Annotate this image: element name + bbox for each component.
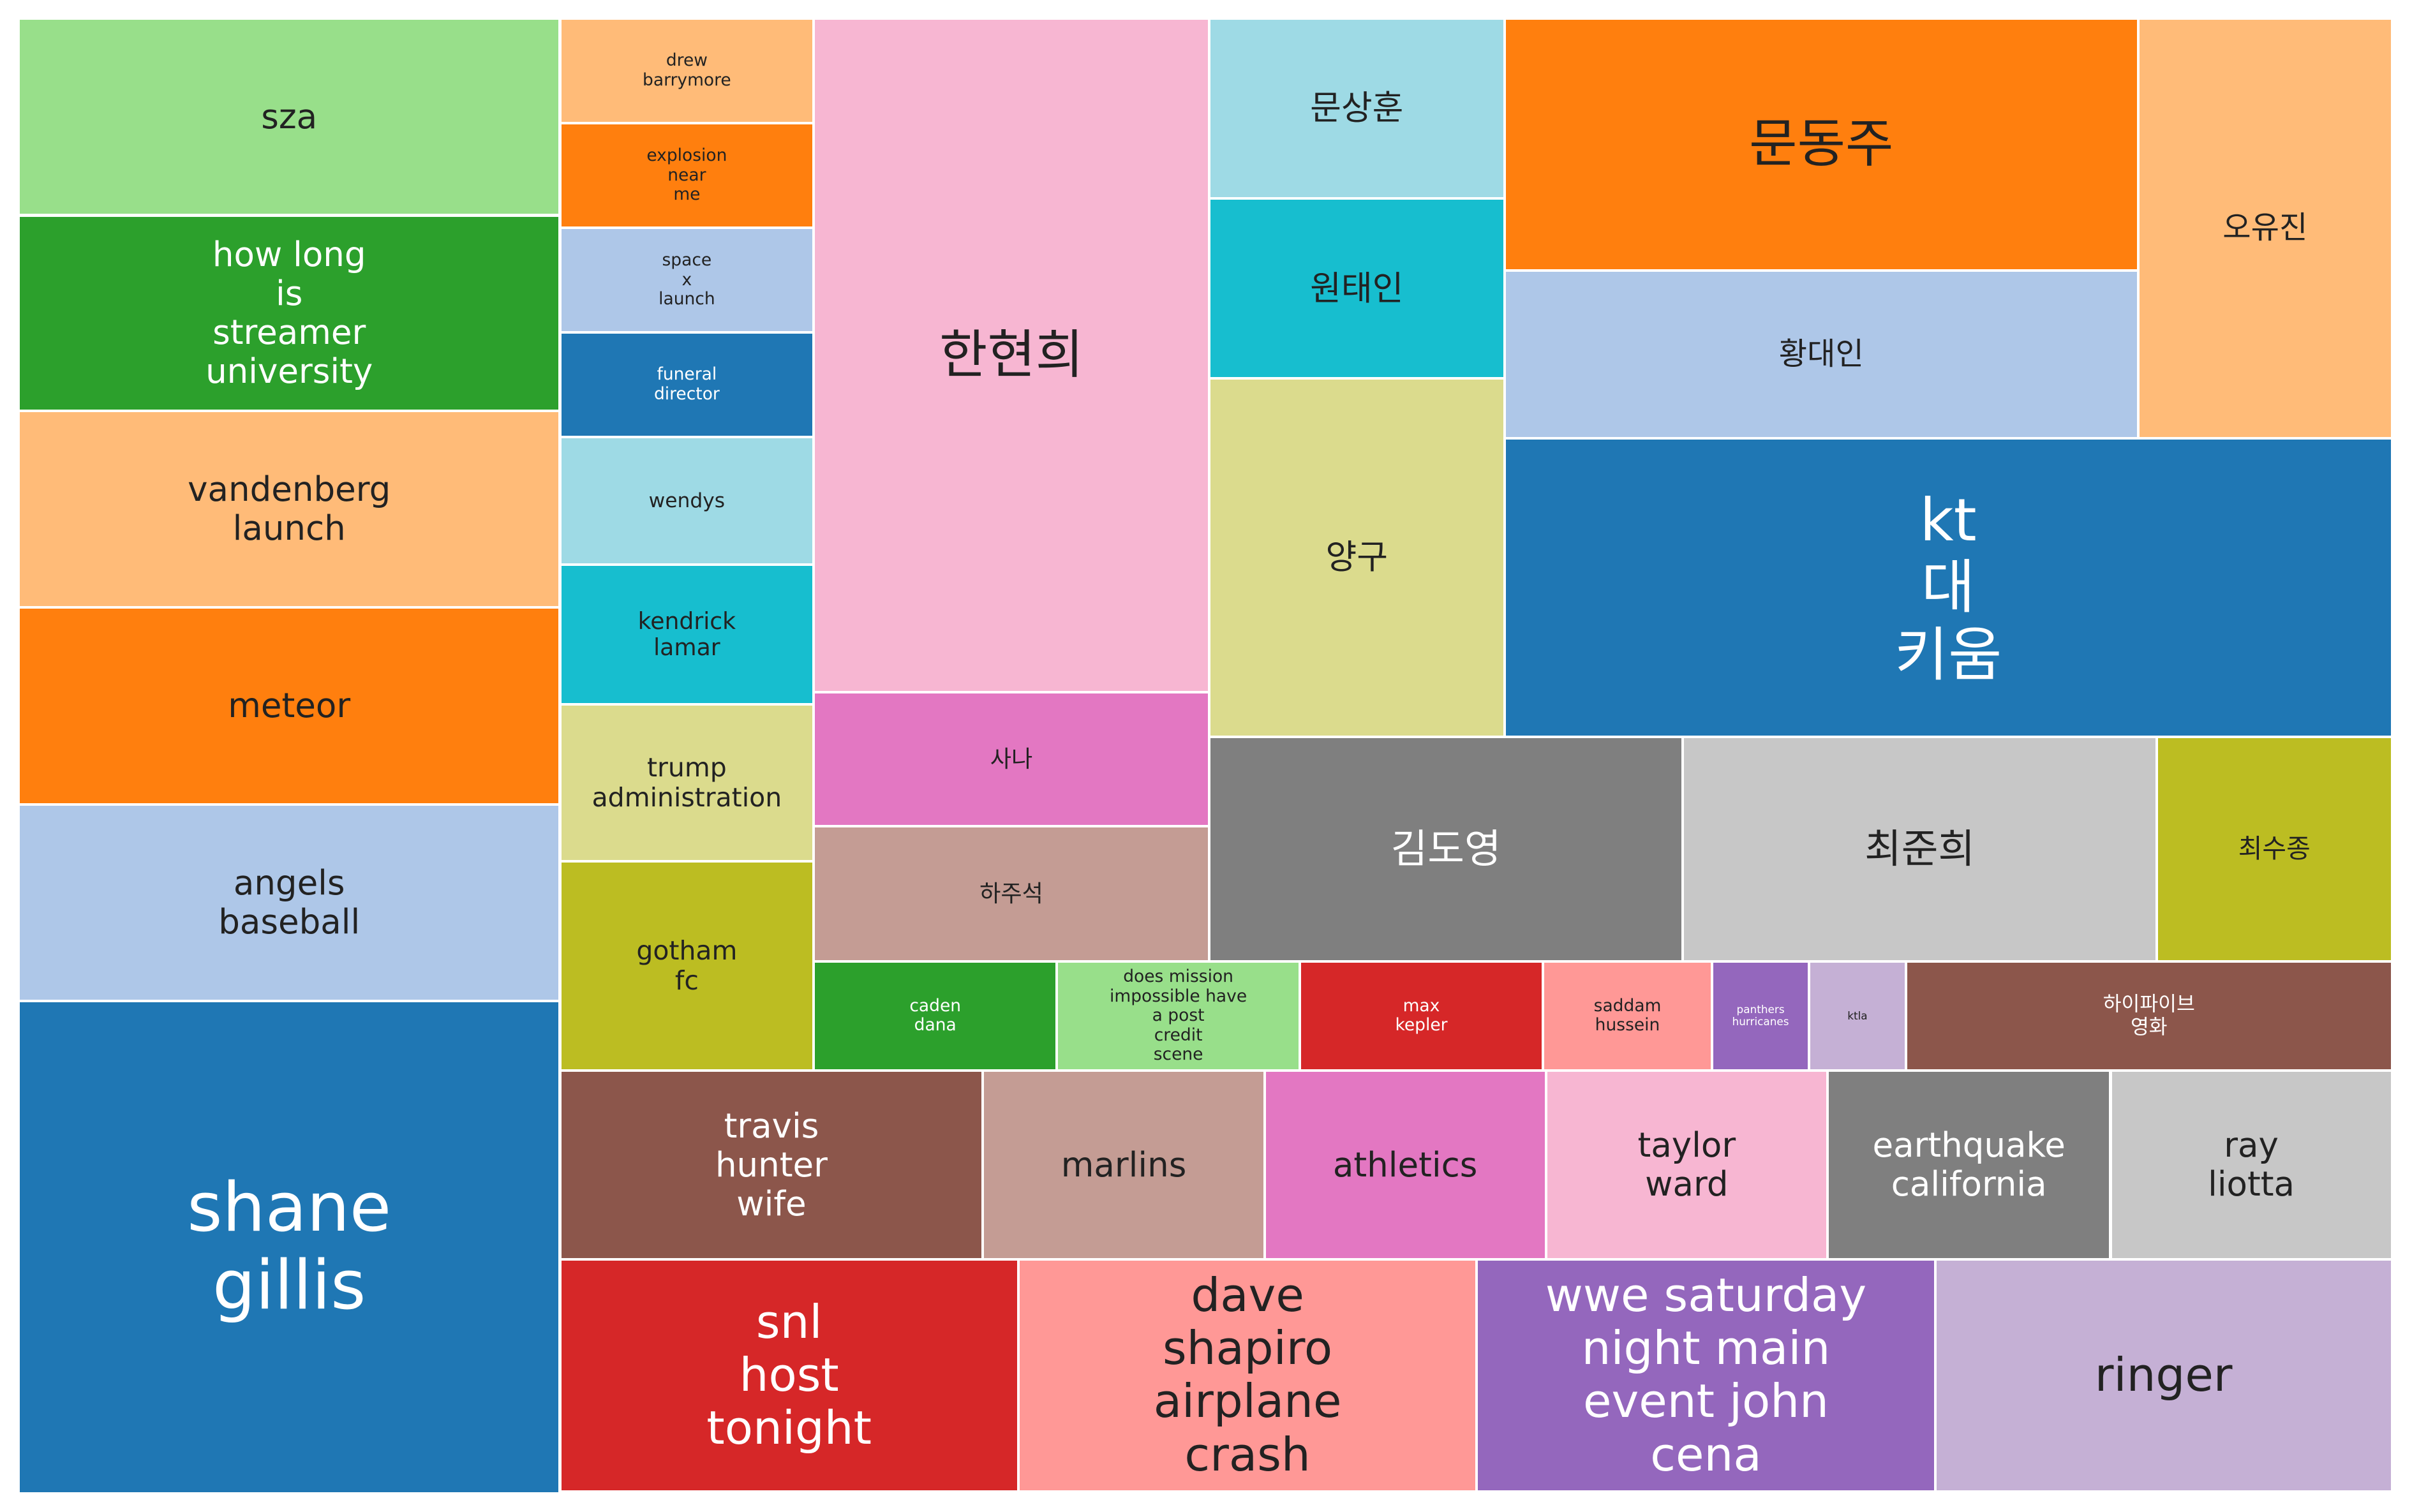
tile-label: 한현희 bbox=[939, 324, 1084, 385]
tile-label: 황대인 bbox=[1778, 336, 1864, 372]
treemap-tile: does mission impossible have a post cred… bbox=[1057, 961, 1300, 1071]
tile-label: caden dana bbox=[909, 995, 962, 1035]
tile-label: taylor ward bbox=[1637, 1125, 1736, 1204]
treemap-tile: 문동주 bbox=[1504, 18, 2138, 271]
tile-label: angels baseball bbox=[218, 863, 361, 942]
treemap-tile: dave shapiro airplane crash bbox=[1018, 1259, 1477, 1492]
treemap-tile: 김도영 bbox=[1209, 736, 1683, 961]
tile-label: 사나 bbox=[990, 745, 1033, 773]
treemap-tile: meteor bbox=[18, 607, 560, 804]
tile-label: ktla bbox=[1847, 1009, 1868, 1022]
treemap-tile: earthquake california bbox=[1827, 1070, 2111, 1260]
treemap-tile: taylor ward bbox=[1545, 1070, 1828, 1260]
treemap-tile: snl host tonight bbox=[560, 1259, 1018, 1492]
treemap-tile: ringer bbox=[1935, 1259, 2392, 1492]
tile-label: funeral director bbox=[653, 364, 720, 404]
tile-label: shane gillis bbox=[187, 1169, 392, 1326]
treemap-tile: athletics bbox=[1264, 1070, 1546, 1260]
treemap-tile: trump administration bbox=[560, 704, 814, 861]
treemap-tile: gotham fc bbox=[560, 861, 814, 1071]
treemap-tile: shane gillis bbox=[18, 1001, 560, 1493]
tile-label: travis hunter wife bbox=[715, 1106, 828, 1224]
tile-label: meteor bbox=[228, 686, 351, 725]
tile-label: ray liotta bbox=[2208, 1125, 2295, 1204]
tile-label: 하이파이브 영화 bbox=[2103, 993, 2195, 1039]
treemap-tile: marlins bbox=[983, 1070, 1265, 1260]
tile-label: earthquake california bbox=[1872, 1125, 2066, 1204]
tile-label: snl host tonight bbox=[706, 1295, 872, 1455]
treemap-tile: kt 대 키움 bbox=[1504, 438, 2392, 737]
treemap-tile: vandenberg launch bbox=[18, 410, 560, 608]
treemap-tile: 양구 bbox=[1209, 378, 1505, 737]
treemap-tile: saddam hussein bbox=[1542, 961, 1713, 1071]
tile-label: 최수종 bbox=[2238, 833, 2311, 864]
treemap-tile: sza bbox=[18, 18, 560, 216]
tile-label: kendrick lamar bbox=[637, 607, 736, 662]
tile-label: 김도영 bbox=[1390, 825, 1501, 872]
tile-label: wwe saturday night main event john cena bbox=[1545, 1269, 1867, 1482]
tile-label: athletics bbox=[1332, 1145, 1478, 1185]
tile-label: how long is streamer university bbox=[205, 234, 373, 391]
treemap-tile: max kepler bbox=[1300, 961, 1543, 1071]
treemap-tile: explosion near me bbox=[560, 122, 814, 228]
treemap-tile: 최준희 bbox=[1683, 736, 2157, 961]
treemap-tile: 하주석 bbox=[814, 826, 1209, 961]
treemap-tile: ktla bbox=[1809, 961, 1906, 1071]
tile-label: 하주석 bbox=[979, 879, 1043, 907]
treemap-tile: 최수종 bbox=[2156, 736, 2392, 961]
treemap-tile: space x launch bbox=[560, 227, 814, 332]
tile-label: sza bbox=[261, 96, 318, 137]
treemap-tile: panthers hurricanes bbox=[1712, 961, 1809, 1071]
tile-label: gotham fc bbox=[636, 935, 738, 996]
tile-label: wendys bbox=[648, 489, 726, 512]
tile-label: 문상훈 bbox=[1310, 88, 1404, 128]
tile-label: 양구 bbox=[1325, 537, 1388, 577]
tile-label: 원태인 bbox=[1310, 268, 1404, 308]
treemap-tile: travis hunter wife bbox=[560, 1070, 983, 1260]
tile-label: kt 대 키움 bbox=[1894, 485, 2002, 689]
tile-label: vandenberg launch bbox=[188, 469, 391, 548]
tile-label: saddam hussein bbox=[1593, 995, 1662, 1035]
treemap-tile: funeral director bbox=[560, 332, 814, 437]
tile-label: ringer bbox=[2094, 1348, 2233, 1402]
treemap-tile: kendrick lamar bbox=[560, 564, 814, 705]
tile-label: 최준희 bbox=[1865, 825, 1976, 872]
treemap-tile: 하이파이브 영화 bbox=[1905, 961, 2392, 1071]
tile-label: 오유진 bbox=[2222, 210, 2308, 246]
tile-label: marlins bbox=[1061, 1145, 1187, 1185]
tile-label: space x launch bbox=[659, 250, 715, 309]
treemap-tile: 원태인 bbox=[1209, 198, 1505, 379]
tile-label: does mission impossible have a post cred… bbox=[1110, 967, 1247, 1064]
treemap-tile: 황대인 bbox=[1504, 271, 2138, 439]
treemap-tile: ray liotta bbox=[2110, 1070, 2392, 1260]
treemap-tile: drew barrymore bbox=[560, 18, 814, 123]
tile-label: explosion near me bbox=[646, 145, 727, 205]
tile-label: drew barrymore bbox=[643, 50, 731, 90]
treemap-tile: 한현희 bbox=[814, 18, 1209, 692]
treemap-tile: caden dana bbox=[814, 961, 1057, 1071]
treemap-tile: angels baseball bbox=[18, 804, 560, 1002]
treemap-tile: wendys bbox=[560, 436, 814, 565]
tile-label: dave shapiro airplane crash bbox=[1153, 1269, 1342, 1482]
treemap-tile: wwe saturday night main event john cena bbox=[1477, 1259, 1935, 1492]
treemap-tile: how long is streamer university bbox=[18, 215, 560, 411]
tile-label: panthers hurricanes bbox=[1732, 1002, 1789, 1028]
tile-label: max kepler bbox=[1395, 995, 1448, 1035]
tile-label: trump administration bbox=[592, 752, 782, 813]
tile-label: 문동주 bbox=[1749, 114, 1894, 175]
treemap-tile: 문상훈 bbox=[1209, 18, 1505, 198]
treemap-tile: 사나 bbox=[814, 692, 1209, 826]
treemap-tile: 오유진 bbox=[2138, 18, 2392, 439]
